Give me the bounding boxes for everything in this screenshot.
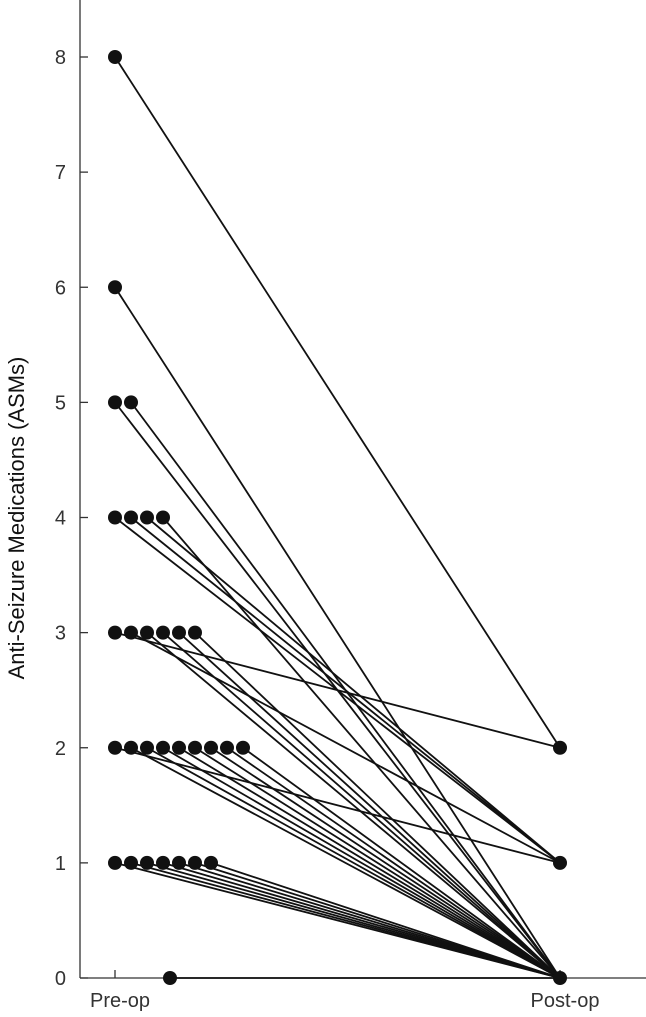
post-op-point [553,971,567,985]
tick-labels: 0 1 2 3 4 5 6 7 8 Pre-op Post-op [55,47,600,1012]
pre-op-point [188,855,202,870]
pre-op-point [204,855,218,870]
series-line [226,747,561,979]
x-tick-label: Post-op [531,990,600,1012]
pre-op-point [156,740,170,755]
series-line [130,631,561,864]
pre-op-point [140,740,154,755]
y-tick-label: 5 [55,392,66,414]
pre-op-point [140,510,154,525]
pre-op-point [124,510,138,525]
pre-op-point [140,855,154,870]
series-line [178,746,561,979]
series-line [162,746,561,979]
series-line [162,631,561,979]
pre-op-point [108,625,122,640]
pre-op-point [163,971,177,985]
series-line [146,746,561,979]
pre-op-point [124,855,138,870]
y-tick-label: 0 [55,968,66,990]
pre-op-point [172,625,186,640]
pre-op-point [124,625,138,640]
y-tick-label: 8 [55,47,66,69]
pre-op-point [220,740,234,755]
post-op-point [553,740,567,755]
pre-op-point [156,510,170,525]
pre-op-point [156,625,170,640]
pre-op-point [188,740,202,755]
pre-op-point [140,625,154,640]
series-line [194,746,561,979]
pre-op-point [108,280,122,295]
y-tick-label: 4 [55,508,66,530]
series-line [242,747,561,979]
y-tick-label: 2 [55,738,66,760]
pre-op-point [204,740,218,755]
pre-op-point [188,625,202,640]
series-line [162,516,561,979]
y-tick-label: 3 [55,623,66,645]
pre-op-point [156,855,170,870]
pre-op-point [124,740,138,755]
series-line [146,631,561,979]
series-line [114,56,561,749]
pre-op-point [124,395,138,410]
series-line [210,746,561,979]
y-axis-title: Anti-Seizure Medications (ASMs) [4,357,29,680]
series-lines [114,56,561,979]
series-line [146,516,561,864]
pre-op-point [108,395,122,410]
pre-op-point [108,855,122,870]
series-line [114,286,561,979]
series-line [114,631,561,749]
series-line [194,631,561,979]
series-line [130,516,561,864]
y-tick-label: 1 [55,853,66,875]
pre-op-point [108,50,122,64]
series-line [114,746,561,864]
markers [108,50,567,985]
post-op-point [553,855,567,870]
series-line [178,631,561,979]
pre-op-point [108,740,122,755]
pre-op-point [108,510,122,525]
x-tick-label: Pre-op [90,990,150,1012]
y-tick-label: 7 [55,162,66,184]
axes [79,0,646,979]
series-line [130,746,561,979]
pre-op-point [236,740,250,755]
y-tick-label: 6 [55,277,66,299]
series-line [210,862,561,979]
pre-op-point [172,740,186,755]
pre-op-point [172,855,186,870]
